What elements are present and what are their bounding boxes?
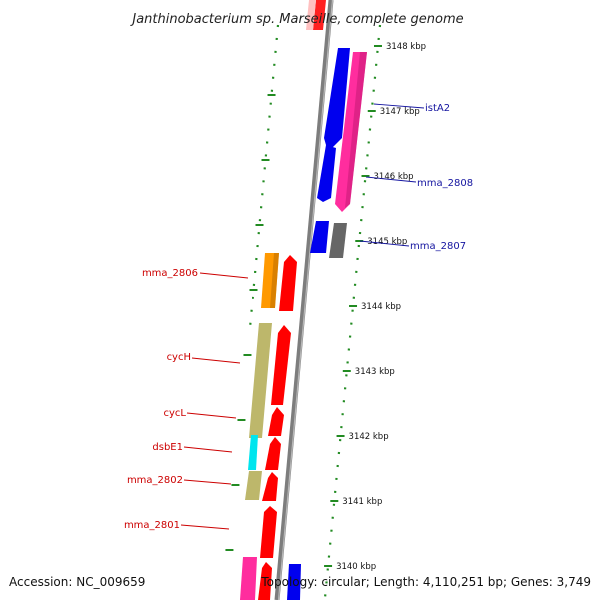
gene-pink-bottom xyxy=(240,557,257,600)
outer-ring-left xyxy=(223,24,280,599)
leader-istA2 xyxy=(373,103,425,109)
kbp-label: 3145 kbp xyxy=(367,237,407,247)
gene-blue-bottom xyxy=(287,564,301,600)
gene-cyan-dsbE1 xyxy=(248,435,258,470)
leader-dsbE1 xyxy=(183,446,233,453)
genome-backbone xyxy=(274,0,334,600)
leader-mma-2808 xyxy=(365,176,417,183)
left-gap-top xyxy=(232,258,252,308)
gene-pink-right-shade xyxy=(345,52,367,208)
kbp-label: 3144 kbp xyxy=(361,302,401,312)
gene-red-c xyxy=(268,407,284,436)
kbp-label: 3148 kbp xyxy=(386,42,426,52)
gene-label: cycL xyxy=(164,408,187,419)
left-gene-labels: mma_2806 cycH cycL dsbE1 mma_2802 mma_28… xyxy=(124,268,249,531)
gene-label: dsbE1 xyxy=(152,442,183,453)
gene-top-partial-shadow xyxy=(306,0,316,30)
gene-red-f xyxy=(260,506,277,558)
gene-khaki-mma2802 xyxy=(245,471,262,500)
gene-label: mma_2808 xyxy=(417,178,473,189)
kbp-label: 3141 kbp xyxy=(342,497,382,507)
gene-gray-small xyxy=(329,223,347,258)
gene-label: mma_2801 xyxy=(124,520,180,531)
gene-top-partial xyxy=(313,0,326,30)
kbp-labels: 3140 kbp 3141 kbp 3142 kbp 3143 kbp 3144 kbp… xyxy=(324,42,426,572)
topology-label: Topology: circular; Length: 4,110,251 bp… xyxy=(260,575,591,589)
kbp-label: 3142 kbp xyxy=(349,432,389,442)
outer-ring-right xyxy=(323,24,382,599)
map-title: Janthinobacterium sp. Marseille, complet… xyxy=(129,12,463,27)
gene-label: mma_2806 xyxy=(142,268,198,279)
leader-mma-2801 xyxy=(180,524,230,530)
gene-red-d xyxy=(265,437,281,470)
leader-mma-2806 xyxy=(199,272,249,279)
gene-blue-upper xyxy=(324,48,350,152)
gene-label: istA2 xyxy=(425,103,450,114)
leader-cycH xyxy=(191,357,241,364)
gene-orange-shade xyxy=(270,253,279,308)
kbp-label: 3147 kbp xyxy=(380,107,420,117)
gene-label: mma_2802 xyxy=(127,475,183,486)
gene-red-e xyxy=(262,472,278,501)
gene-label: mma_2807 xyxy=(410,241,466,252)
leader-mma-2802 xyxy=(183,479,232,485)
gene-label: cycH xyxy=(167,352,191,363)
gene-blue-lower xyxy=(317,145,336,202)
kbp-label: 3146 kbp xyxy=(374,172,414,182)
accession-label: Accession: NC_009659 xyxy=(9,575,145,589)
kbp-label: 3140 kbp xyxy=(336,562,376,572)
scale-ticks xyxy=(225,94,276,551)
leader-mma-2807 xyxy=(359,240,410,247)
gene-red-b xyxy=(271,325,291,405)
genome-backbone-highlight xyxy=(277,0,334,600)
right-gene-labels: istA2 mma_2808 mma_2807 xyxy=(359,103,473,252)
kbp-label: 3143 kbp xyxy=(355,367,395,377)
gene-red-g xyxy=(258,562,272,600)
gene-khaki-cycH xyxy=(249,323,272,438)
leader-cycL xyxy=(186,412,237,419)
gene-blue-small xyxy=(310,221,329,253)
gene-red-a xyxy=(279,255,297,311)
